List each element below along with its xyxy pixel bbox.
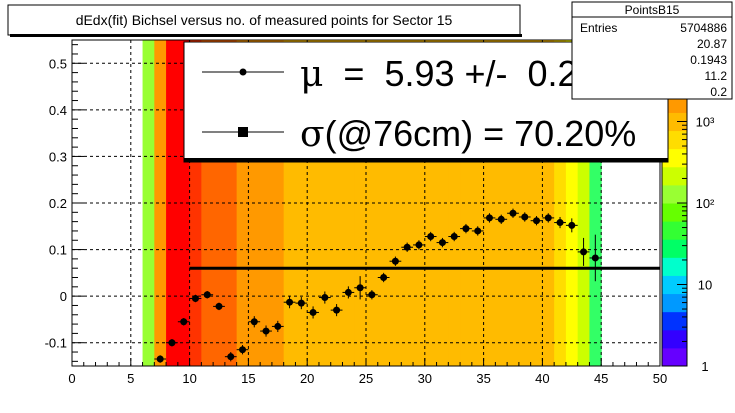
x-tick-label-2: 10	[182, 371, 196, 386]
data-point-33	[544, 214, 552, 222]
data-point-9	[262, 327, 270, 335]
x-tick-label-4: 20	[300, 371, 314, 386]
heatmap-cell-1	[154, 40, 167, 366]
data-point-20	[391, 257, 399, 265]
x-tick-label-5: 25	[359, 371, 373, 386]
color-scale-band-4	[662, 275, 687, 295]
legend-entry-sigma: σ(@76cm) = 70.20%	[300, 113, 636, 155]
stats-value-rms: 0.1943	[690, 53, 727, 67]
legend-marker-sigma	[238, 127, 248, 137]
data-point-27	[474, 227, 482, 235]
data-point-29	[497, 215, 505, 223]
color-scale-tick-label-2: 10²	[696, 196, 715, 211]
axis-layer: 0 5 10 15 20 25 30 35 40 45 50 -0.1 0 0.1 0.2 0.3 0.4 0.5	[45, 44, 667, 386]
chart-title: dEdx(fit) Bichsel versus no. of measured…	[76, 12, 453, 28]
legend-sigma-symbol: σ	[300, 114, 325, 155]
x-tick-label-6: 30	[418, 371, 432, 386]
color-scale-band-0	[662, 347, 687, 367]
stats-value-mean: 20.87	[697, 37, 727, 51]
data-point-15	[333, 306, 341, 314]
x-tick-label-10: 50	[653, 371, 667, 386]
y-tick-label-5: 0.4	[49, 103, 67, 118]
data-point-8	[250, 318, 258, 326]
color-scale-band-5	[662, 257, 687, 276]
data-point-1	[168, 339, 176, 347]
y-tick-label-2: 0.1	[49, 243, 67, 258]
color-scale-tick-label-1: 10	[698, 278, 712, 293]
data-point-2	[180, 318, 188, 326]
data-point-3	[191, 294, 199, 302]
legend-shadow	[184, 158, 668, 162]
y-tick-label-0: -0.1	[45, 336, 67, 351]
x-tick-label-3: 15	[241, 371, 255, 386]
data-point-21	[403, 243, 411, 251]
stats-value-entries: 5704886	[680, 21, 727, 35]
data-point-28	[485, 214, 493, 222]
heatmap-cell-2	[166, 40, 179, 366]
data-point-7	[239, 346, 247, 354]
heatmap-cell-0	[142, 40, 155, 366]
data-point-17	[356, 284, 364, 292]
y-tick-label-3: 0.2	[49, 196, 67, 211]
data-point-35	[568, 221, 576, 229]
stats-value-row4: 11.2	[705, 69, 728, 83]
title-shadow	[10, 34, 522, 37]
data-point-24	[438, 239, 446, 247]
data-point-37	[591, 254, 599, 262]
x-tick-label-8: 40	[535, 371, 549, 386]
data-points-layer	[154, 208, 602, 363]
data-point-36	[580, 248, 588, 256]
data-point-23	[427, 233, 435, 241]
x-tick-label-1: 5	[127, 371, 134, 386]
title-frame	[7, 4, 521, 36]
data-point-11	[286, 298, 294, 306]
color-scale-band-9	[662, 184, 687, 204]
stats-frame	[571, 1, 733, 100]
legend-sigma-text: (@76cm) = 70.20%	[325, 113, 637, 154]
data-point-25	[450, 233, 458, 241]
data-point-22	[415, 241, 423, 249]
stats-label-entries: Entries	[580, 21, 617, 35]
data-point-32	[533, 217, 541, 225]
title-box: dEdx(fit) Bichsel versus no. of measured…	[7, 4, 522, 37]
color-scale-band-1	[662, 329, 687, 349]
stats-box: PointsB15 Entries 5704886 20.87 0.1943 1…	[571, 1, 733, 100]
data-point-26	[462, 225, 470, 233]
color-scale-band-8	[662, 203, 687, 222]
y-tick-label-6: 0.5	[49, 56, 67, 71]
y-tick-label-4: 0.3	[49, 149, 67, 164]
x-tick-label-9: 45	[594, 371, 608, 386]
data-point-13	[309, 308, 317, 316]
data-point-19	[380, 274, 388, 282]
stats-value-row5: 0.2	[710, 85, 727, 99]
stats-title: PointsB15	[625, 3, 680, 17]
data-point-16	[344, 288, 352, 296]
data-point-5	[215, 302, 223, 310]
data-point-12	[297, 299, 305, 307]
data-point-14	[321, 294, 329, 302]
x-tick-label-7: 35	[476, 371, 490, 386]
data-point-18	[368, 291, 376, 299]
data-point-0	[156, 355, 164, 363]
color-scale-band-3	[662, 293, 687, 313]
color-scale-band-7	[662, 221, 687, 240]
data-point-31	[521, 213, 529, 221]
color-scale-band-10	[662, 166, 687, 186]
data-point-6	[227, 353, 235, 361]
color-scale-tick-label-3: 10³	[696, 115, 715, 130]
data-point-10	[274, 322, 282, 330]
legend-mu-symbol: μ	[300, 54, 323, 95]
color-scale-band-2	[662, 311, 687, 331]
color-scale-band-6	[662, 239, 687, 258]
data-point-30	[509, 209, 517, 217]
data-point-34	[556, 219, 564, 227]
legend-marker-mu	[239, 68, 247, 76]
x-tick-label-0: 0	[68, 371, 75, 386]
data-point-4	[203, 291, 211, 299]
color-scale-tick-label-0: 1	[701, 359, 708, 374]
y-tick-label-1: 0	[60, 289, 67, 304]
